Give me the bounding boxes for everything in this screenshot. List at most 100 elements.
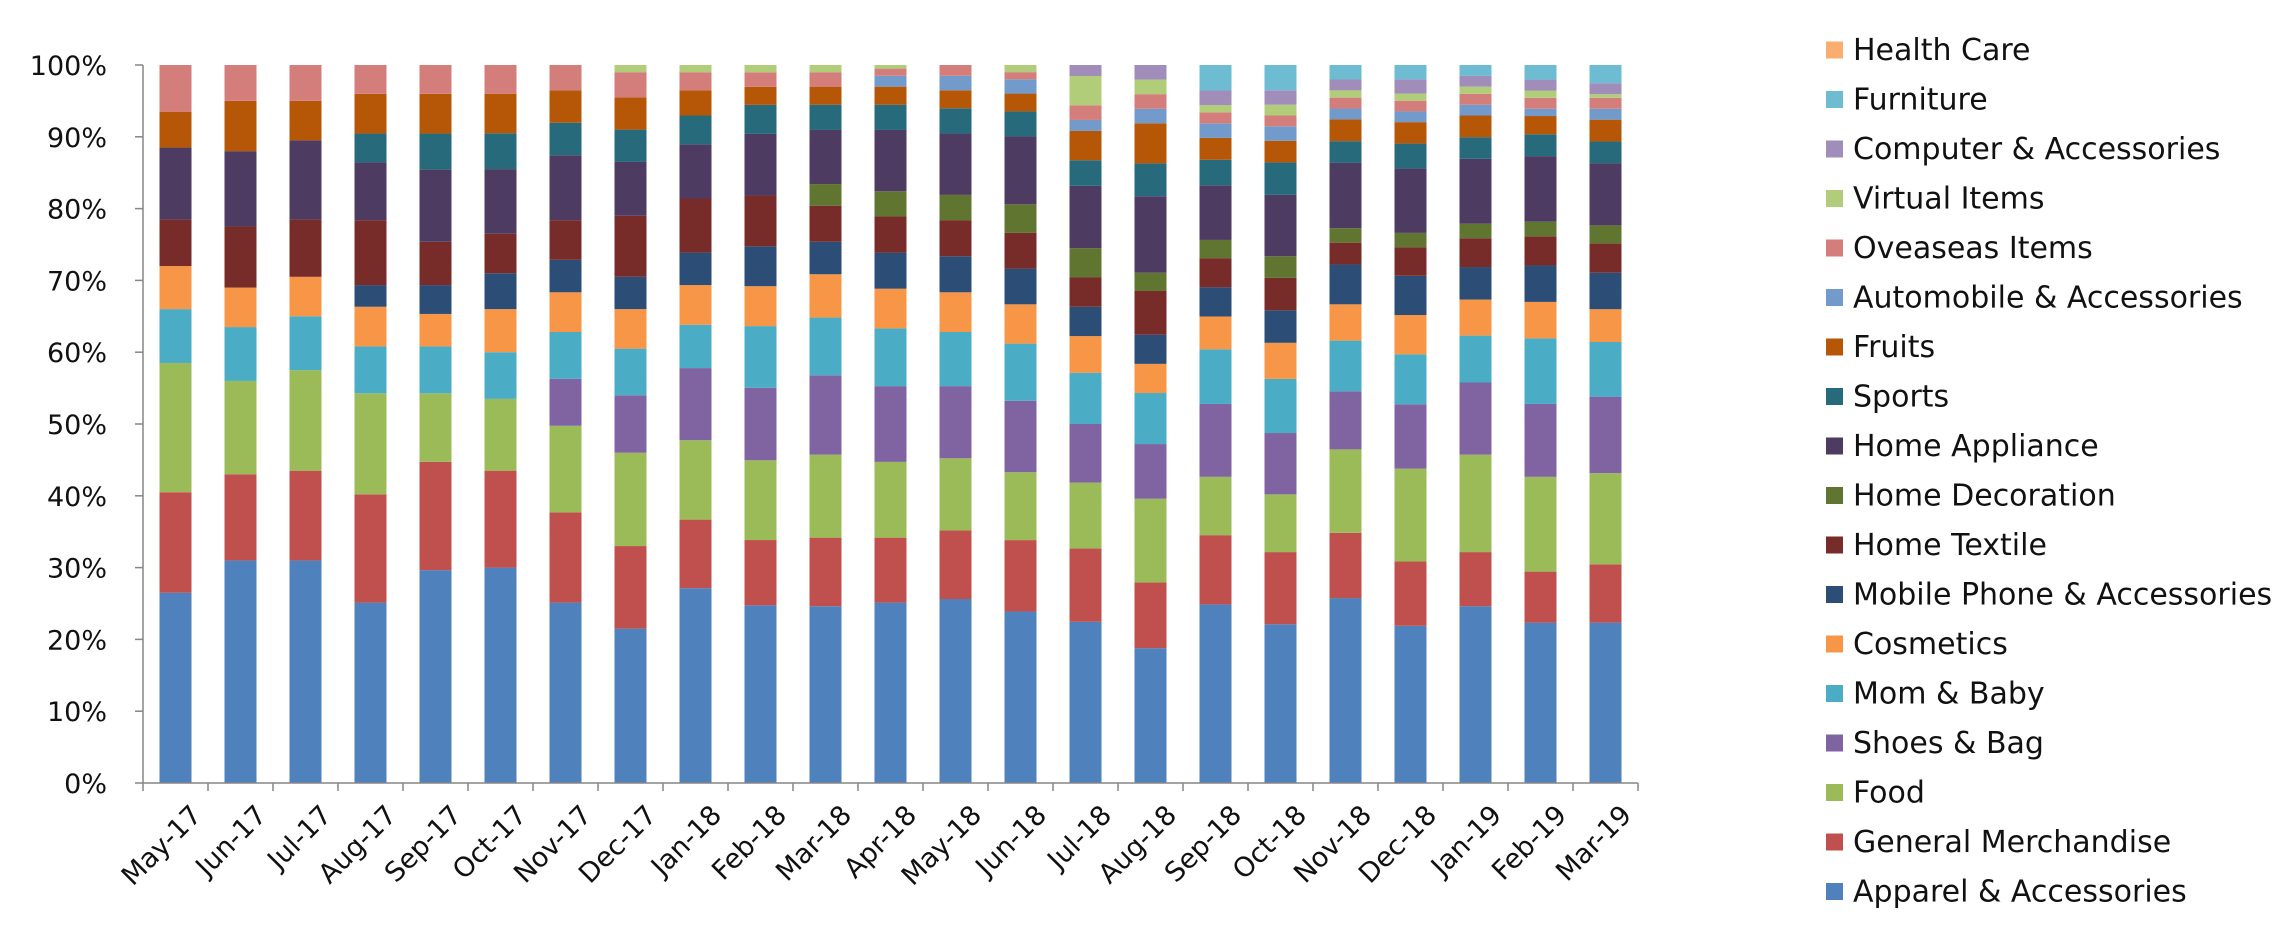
bar-segment-home-appliance-may-17 [159,147,192,220]
bar-segment-mobile-phone-and-accessories-mar-19 [1589,272,1622,310]
y-tick-label: 30% [47,554,107,585]
legend-label-general-merchandise: General Merchandise [1853,825,2171,860]
legend-label-mobile-phone-and-accessories: Mobile Phone & Accessories [1853,578,2272,613]
bar-segment-oveaseas-items-mar-18 [809,72,842,87]
y-tick-label: 60% [47,338,107,369]
bar-segment-oveaseas-items-oct-17 [484,65,517,94]
bar-segment-home-decoration-jan-19 [1459,223,1492,239]
bar-segment-sports-nov-18 [1329,141,1362,163]
bar-segment-virtual-items-aug-18 [1134,79,1167,95]
bar-segment-sports-sep-18 [1199,159,1232,186]
bar-segment-home-textile-jul-18 [1069,277,1102,307]
bar-segment-general-merchandise-oct-17 [484,470,517,568]
bar-segment-shoes-and-bag-dec-17 [614,395,647,453]
bar-segment-home-decoration-jun-18 [1004,204,1037,233]
bar-segment-apparel-and-accessories-feb-18 [744,605,777,783]
legend-swatch-general-merchandise [1826,833,1843,851]
bar-segment-apparel-and-accessories-may-18 [939,598,972,783]
bar-segment-furniture-nov-18 [1329,65,1362,80]
bar-segment-shoes-and-bag-jun-18 [1004,400,1037,473]
bar-segment-virtual-items-dec-18 [1394,93,1427,101]
bar-segment-cosmetics-nov-18 [1329,304,1362,341]
bar-segment-home-textile-feb-18 [744,195,777,247]
bar-segment-automobile-and-accessories-feb-19 [1524,108,1557,117]
bar-segment-apparel-and-accessories-mar-18 [809,606,842,783]
bar-segment-automobile-and-accessories-apr-18 [874,75,907,87]
bar-segment-sports-mar-19 [1589,141,1622,164]
bar-segment-sports-jan-18 [679,115,712,145]
bar-segment-home-appliance-jun-17 [224,151,257,227]
bar-segment-automobile-and-accessories-jul-18 [1069,119,1102,131]
bar-segment-sports-jun-18 [1004,111,1037,137]
bar-segment-mom-and-baby-dec-17 [614,348,647,396]
legend-swatch-apparel-and-accessories [1826,883,1843,900]
bar-segment-home-decoration-may-18 [939,194,972,221]
bar-segment-oveaseas-items-jul-17 [289,65,322,101]
bar-segment-home-appliance-sep-17 [419,169,452,242]
bar-segment-sports-jan-19 [1459,137,1492,159]
bar-segment-general-merchandise-jul-18 [1069,548,1102,622]
bar-segment-cosmetics-jun-18 [1004,304,1037,344]
bar-segment-apparel-and-accessories-feb-19 [1524,622,1557,783]
bar-segment-cosmetics-nov-17 [549,292,582,332]
plot-layer [159,65,1622,783]
bar-segment-mom-and-baby-apr-18 [874,328,907,387]
bar-segment-fruits-apr-18 [874,86,907,105]
bar-segment-cosmetics-aug-17 [354,306,387,347]
legend-swatch-fruits [1826,338,1843,356]
bar-segment-oveaseas-items-feb-18 [744,72,777,87]
bar-segment-shoes-and-bag-aug-18 [1134,444,1167,499]
bar-segment-home-appliance-oct-18 [1264,194,1297,257]
bar-segment-food-feb-18 [744,460,777,541]
bar-segment-computer-and-accessories-jan-19 [1459,75,1492,87]
bar-segment-mom-and-baby-feb-19 [1524,338,1557,404]
bar-segment-fruits-jan-19 [1459,115,1492,138]
bar-segment-home-decoration-dec-18 [1394,232,1427,248]
bar-segment-computer-and-accessories-aug-18 [1134,65,1167,80]
legend-swatch-oveaseas-items [1826,239,1843,257]
bar-segment-general-merchandise-may-18 [939,530,972,599]
bar-segment-apparel-and-accessories-nov-18 [1329,598,1362,783]
bar-segment-shoes-and-bag-apr-18 [874,386,907,462]
bar-segment-shoes-and-bag-may-18 [939,386,972,459]
bar-segment-fruits-dec-17 [614,97,647,130]
legend-label-home-textile: Home Textile [1853,528,2047,563]
bar-segment-mom-and-baby-dec-18 [1394,354,1427,405]
bar-segment-food-jul-18 [1069,482,1102,549]
bar-segment-cosmetics-feb-19 [1524,301,1557,339]
bar-segment-virtual-items-nov-18 [1329,90,1362,98]
bar-segment-home-textile-jul-17 [289,219,322,277]
bar-segment-cosmetics-jul-17 [289,276,322,317]
bar-segment-automobile-and-accessories-jan-19 [1459,104,1492,116]
bar-segment-general-merchandise-apr-18 [874,537,907,603]
bar-segment-general-merchandise-sep-17 [419,461,452,571]
bar-segment-cosmetics-dec-18 [1394,315,1427,355]
bar-segment-sports-nov-17 [549,122,582,156]
bar-segment-mom-and-baby-aug-17 [354,346,387,394]
bar-segment-home-appliance-aug-18 [1134,196,1167,273]
bar-segment-virtual-items-sep-18 [1199,105,1232,113]
bar-segment-sports-oct-17 [484,133,517,170]
bar-segment-oveaseas-items-sep-18 [1199,112,1232,124]
bar-segment-general-merchandise-oct-18 [1264,552,1297,625]
bar-segment-home-appliance-apr-18 [874,129,907,192]
bar-segment-computer-and-accessories-feb-19 [1524,79,1557,91]
bar-segment-apparel-and-accessories-jun-17 [224,560,257,783]
bar-segment-fruits-jan-18 [679,90,712,116]
bar-segment-home-textile-mar-19 [1589,243,1622,273]
bar-segment-food-oct-18 [1264,494,1297,553]
bar-segment-home-textile-may-17 [159,219,192,267]
legend-swatch-health-care [1826,41,1843,59]
bar-segment-food-may-17 [159,362,192,493]
bar-segment-general-merchandise-jan-18 [679,519,712,589]
bar-segment-automobile-and-accessories-oct-18 [1264,126,1297,141]
legend-swatch-mom-and-baby [1826,685,1843,702]
bar-segment-oveaseas-items-dec-18 [1394,100,1427,112]
bar-segment-general-merchandise-dec-18 [1394,561,1427,626]
bar-segment-home-decoration-jul-18 [1069,248,1102,278]
legend-label-home-appliance: Home Appliance [1853,429,2099,464]
bar-segment-virtual-items-jan-18 [679,65,712,73]
bar-segment-general-merchandise-jun-18 [1004,540,1037,612]
